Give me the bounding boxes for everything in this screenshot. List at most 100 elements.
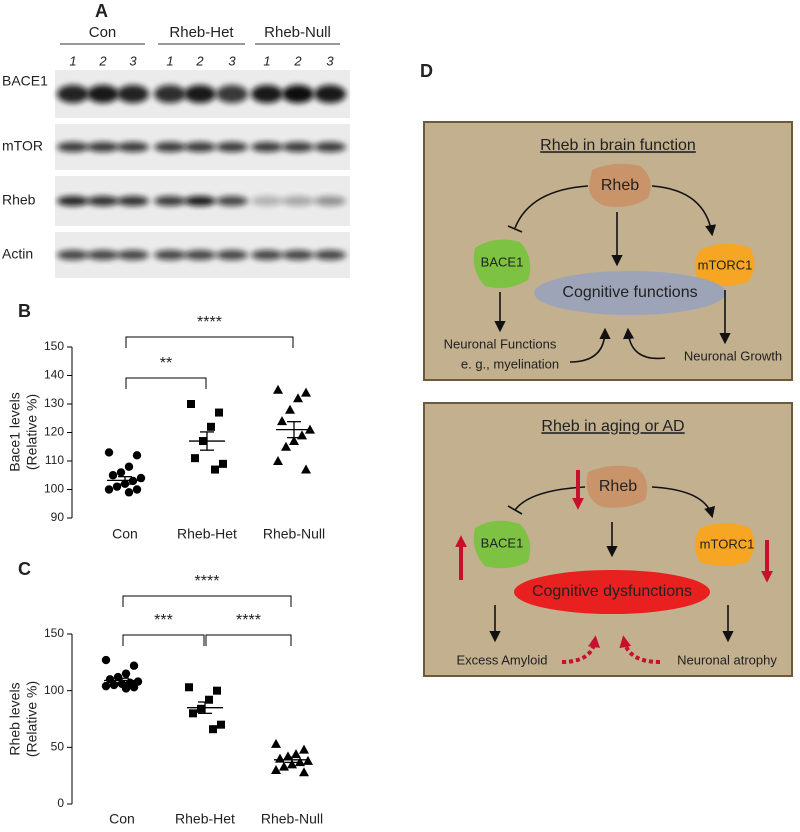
lane-label: 2 xyxy=(195,53,204,68)
point xyxy=(101,655,111,665)
point xyxy=(273,384,283,394)
y-axis-label: Rheb levels xyxy=(7,682,23,755)
band xyxy=(184,85,216,103)
lane-label: 1 xyxy=(263,53,270,68)
band xyxy=(216,85,248,103)
point xyxy=(124,488,134,497)
band xyxy=(117,85,149,103)
band xyxy=(314,85,346,103)
y-tick-label: 100 xyxy=(44,482,64,496)
inhibit-bar xyxy=(507,505,523,515)
band xyxy=(154,85,186,103)
y-axis-label: (Relative %) xyxy=(24,394,40,470)
point xyxy=(211,465,219,474)
point xyxy=(219,459,227,468)
band xyxy=(251,85,283,103)
y-tick-label: 110 xyxy=(45,453,64,467)
band xyxy=(87,196,119,206)
x-tick-label: Con xyxy=(109,811,135,827)
point xyxy=(129,661,139,670)
y-tick-label: 140 xyxy=(44,368,64,382)
point xyxy=(271,738,281,748)
group-label: Rheb-Het xyxy=(169,24,234,41)
point xyxy=(217,720,225,729)
point xyxy=(197,704,205,713)
mtorc1-blob xyxy=(695,523,755,566)
band xyxy=(57,142,89,152)
inhibit-bar xyxy=(507,225,523,233)
point xyxy=(129,683,139,692)
band xyxy=(282,142,314,152)
point xyxy=(295,757,305,767)
point xyxy=(132,451,142,460)
band xyxy=(154,196,186,206)
point xyxy=(109,680,119,690)
significance: **** xyxy=(236,612,261,629)
significance: *** xyxy=(154,612,173,629)
point xyxy=(121,684,131,693)
error-bar xyxy=(287,421,301,439)
y-tick-label: 90 xyxy=(51,510,65,524)
panel-label: D xyxy=(420,61,433,81)
point xyxy=(301,464,311,474)
panel-label: C xyxy=(18,559,31,579)
point xyxy=(121,669,131,678)
node: Rheb xyxy=(601,177,639,194)
band xyxy=(251,142,283,152)
band xyxy=(117,196,149,206)
arrow xyxy=(622,327,666,360)
label: Neuronal Functions xyxy=(444,336,557,351)
point xyxy=(113,672,123,682)
point xyxy=(271,765,281,774)
point xyxy=(291,749,301,759)
x-tick-label: Con xyxy=(112,526,138,542)
y-tick-label: 150 xyxy=(44,339,64,353)
lane-label: 3 xyxy=(228,53,236,68)
band xyxy=(216,142,248,152)
mtorc1-blob xyxy=(695,243,755,286)
band xyxy=(184,196,216,206)
arrow xyxy=(651,486,716,519)
x-tick-label: Rheb-Het xyxy=(175,811,235,827)
point xyxy=(301,387,311,397)
point xyxy=(281,441,291,451)
point xyxy=(116,468,126,477)
point xyxy=(299,744,309,754)
y-axis-label: Bace1 levels xyxy=(7,392,23,471)
node: Rheb xyxy=(599,478,637,495)
bracket xyxy=(125,336,294,348)
row-label: mTOR xyxy=(2,138,43,154)
row-label: BACE1 xyxy=(2,73,48,89)
band xyxy=(184,250,216,260)
point xyxy=(108,471,118,480)
band xyxy=(251,250,283,260)
y-tick-label: 150 xyxy=(44,626,64,640)
lane-label: 2 xyxy=(98,53,107,68)
point xyxy=(104,448,114,457)
error-bar xyxy=(285,756,299,764)
center-ellipse xyxy=(514,570,710,614)
point xyxy=(273,456,283,465)
point xyxy=(299,767,309,777)
node: Cognitive dysfunctions xyxy=(532,583,692,600)
point xyxy=(215,408,223,417)
band xyxy=(87,250,119,260)
band xyxy=(57,250,89,260)
lane-label: 3 xyxy=(129,53,137,68)
node: BACE1 xyxy=(481,254,524,269)
rheb-blob xyxy=(586,465,648,508)
band xyxy=(87,142,119,152)
point xyxy=(289,436,299,446)
lane-label: 1 xyxy=(166,53,173,68)
point xyxy=(189,709,197,718)
error-bar xyxy=(198,701,212,714)
label: e. g., myelination xyxy=(461,356,559,371)
y-axis-label: (Relative %) xyxy=(24,681,40,757)
point xyxy=(209,725,217,734)
panel-label: B xyxy=(18,301,31,321)
band xyxy=(154,250,186,260)
point xyxy=(101,681,111,691)
node: mTORC1 xyxy=(700,536,755,551)
band xyxy=(314,142,346,152)
